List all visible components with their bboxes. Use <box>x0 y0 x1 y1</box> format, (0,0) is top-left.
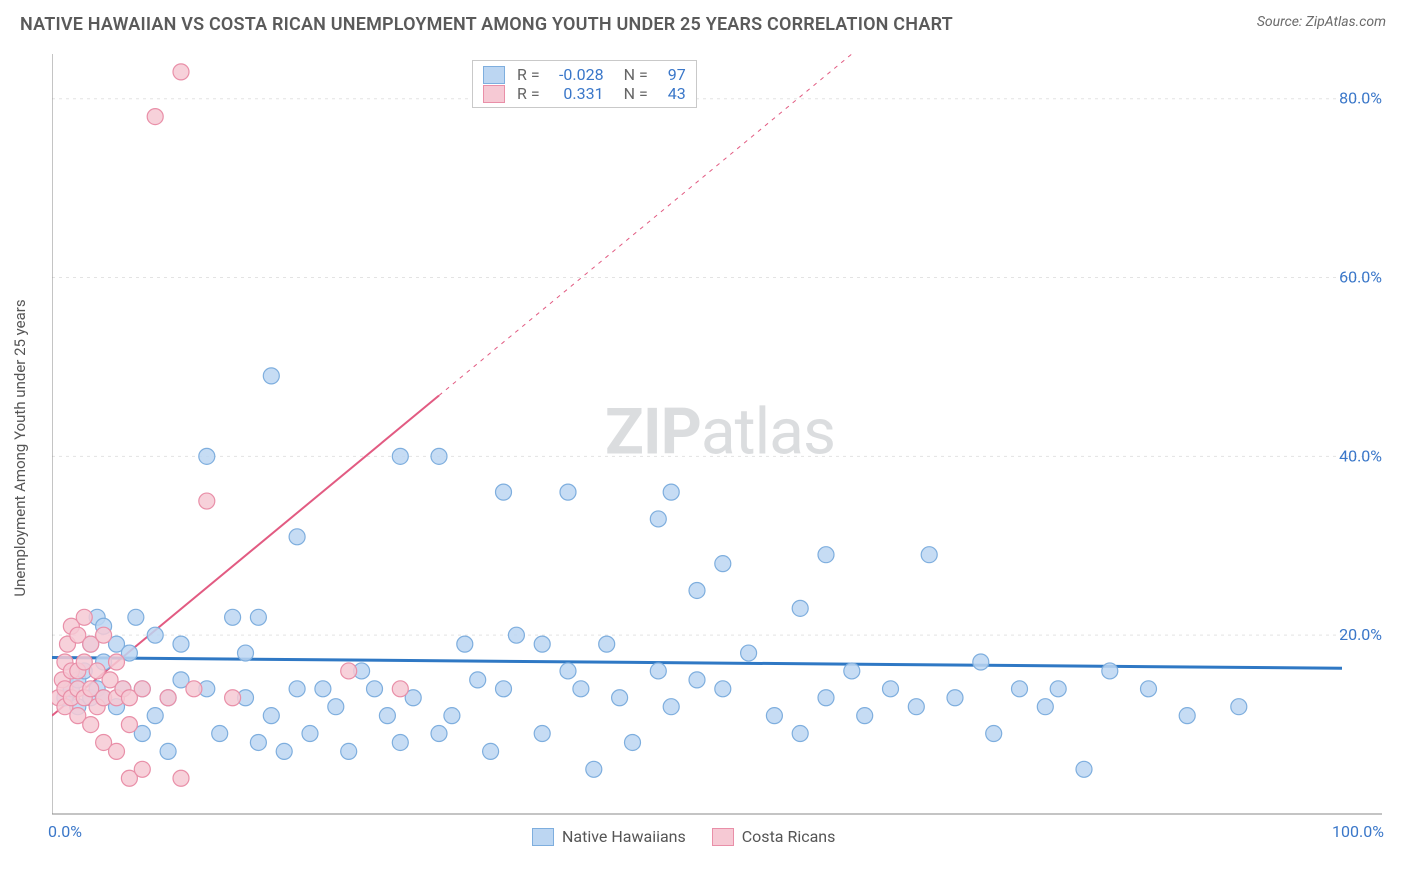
swatch-pink-icon <box>712 828 734 846</box>
stats-row-hawaiians: R = -0.028 N = 97 <box>483 65 686 84</box>
x-axis-max-label: 100.0% <box>1332 822 1384 841</box>
stats-box: R = -0.028 N = 97 R = 0.331 N = 43 <box>472 60 697 108</box>
scatter-plot: 20.0% 40.0% 60.0% 80.0% <box>52 54 1388 842</box>
chart-title: NATIVE HAWAIIAN VS COSTA RICAN UNEMPLOYM… <box>20 14 953 35</box>
legend-item-costaricans: Costa Ricans <box>712 827 836 846</box>
r-value: -0.028 <box>548 65 604 84</box>
chart-header: NATIVE HAWAIIAN VS COSTA RICAN UNEMPLOYM… <box>0 0 1406 43</box>
svg-text:40.0%: 40.0% <box>1339 446 1382 465</box>
x-axis-min-label: 0.0% <box>48 822 82 841</box>
legend-item-hawaiians: Native Hawaiians <box>532 827 686 846</box>
r-value: 0.331 <box>548 84 604 103</box>
swatch-blue-icon <box>532 828 554 846</box>
legend: Native Hawaiians Costa Ricans <box>532 827 835 846</box>
chart-container: Unemployment Among Youth under 25 years … <box>52 54 1388 842</box>
swatch-blue-icon <box>483 66 505 84</box>
svg-text:20.0%: 20.0% <box>1339 625 1382 644</box>
y-axis-label: Unemployment Among Youth under 25 years <box>11 299 29 596</box>
swatch-pink-icon <box>483 85 505 103</box>
n-value: 97 <box>656 65 686 84</box>
n-value: 43 <box>656 84 686 103</box>
stats-row-costaricans: R = 0.331 N = 43 <box>483 84 686 103</box>
svg-text:60.0%: 60.0% <box>1339 268 1382 287</box>
svg-text:80.0%: 80.0% <box>1339 89 1382 108</box>
chart-source: Source: ZipAtlas.com <box>1257 14 1386 30</box>
legend-label: Costa Ricans <box>742 827 836 846</box>
legend-label: Native Hawaiians <box>562 827 686 846</box>
